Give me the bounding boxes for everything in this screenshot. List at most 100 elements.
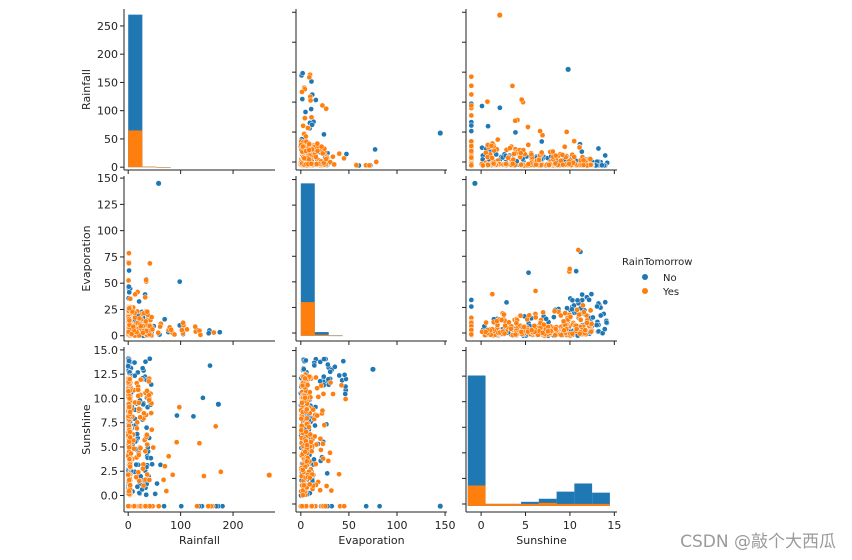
scatter-point-yes (342, 396, 349, 402)
scatter-point-no (569, 306, 575, 313)
scatter-point-no (139, 365, 146, 372)
scatter-point-yes (559, 152, 566, 158)
scatter-point-outlier (155, 180, 162, 187)
scatter-point-no (149, 461, 155, 468)
scatter-point-yes (319, 407, 326, 414)
watermark: CSDN @敲个大西瓜 (680, 532, 836, 552)
x-axis-label: Sunshine (516, 534, 567, 547)
scatter-point-no (299, 96, 306, 102)
scatter-point-no (597, 312, 604, 319)
scatter-point-yes (160, 476, 167, 483)
scatter-point-yes (552, 326, 559, 332)
scatter-point-yes (325, 458, 332, 464)
scatter-point-no (299, 70, 306, 77)
y-tick-label: 7.5 (101, 417, 119, 430)
scatter-point-no (133, 461, 140, 468)
scatter-point-no (190, 413, 197, 420)
y-tick-label: 150 (97, 172, 118, 185)
scatter-point-yes (309, 503, 315, 510)
scatter-point-yes (165, 453, 172, 460)
hist-bar-yes (300, 302, 315, 336)
scatter-point-yes (561, 327, 567, 334)
x-tick-label: 0 (125, 519, 132, 532)
scatter-point-yes (302, 375, 308, 382)
y-axis-label: Rainfall (80, 69, 93, 110)
y-tick-label: 200 (97, 48, 118, 61)
scatter-point-yes (587, 156, 594, 162)
scatter-point-yes (512, 331, 519, 338)
y-tick-label: 250 (97, 20, 118, 33)
scatter-point-yes (142, 318, 149, 325)
scatter-point-yes (130, 323, 137, 330)
scatter-point-yes (127, 482, 134, 489)
scatter-point-no (311, 362, 318, 369)
scatter-point-yes (488, 142, 495, 149)
y-tick-label: 0.0 (101, 490, 119, 503)
scatter-point-yes (517, 150, 524, 156)
scatter-point-yes (538, 149, 545, 156)
scatter-point-yes (137, 445, 144, 451)
scatter-point-no (309, 121, 315, 128)
scatter-point-yes (317, 435, 324, 442)
legend-label-yes: Yes (662, 287, 679, 298)
scatter-point-no (134, 483, 141, 490)
scatter-point-yes (588, 328, 595, 335)
scatter-point-yes (143, 277, 149, 283)
hist-bar-yes (592, 503, 610, 506)
scatter-point-yes (131, 503, 138, 510)
scatter-point-no (485, 123, 491, 130)
scatter-point-yes (307, 97, 314, 104)
scatter-point-no (143, 424, 150, 431)
y-tick-label: 12.5 (94, 368, 119, 381)
y-tick-label: 0 (111, 161, 118, 174)
scatter-point-yes (330, 153, 336, 160)
scatter-point-no (320, 373, 327, 380)
legend: RainTomorrow No Yes (622, 257, 692, 298)
y-tick-label: 5.0 (101, 441, 119, 454)
scatter-point-no (327, 368, 334, 375)
scatter-point-yes (133, 474, 140, 480)
scatter-point-yes (484, 154, 491, 160)
scatter-point-yes (147, 260, 153, 267)
scatter-point-yes (148, 314, 155, 320)
scatter-point-yes (306, 147, 312, 153)
scatter-point-yes (540, 309, 546, 316)
scatter-point-yes (196, 440, 203, 447)
scatter-point-yes (127, 409, 133, 415)
pairplot-grid: 050100150200250Rainfall0255075100125150E… (80, 9, 621, 547)
scatter-point-yes (577, 317, 584, 323)
scatter-point-yes (126, 429, 133, 435)
scatter-point-yes (366, 162, 373, 169)
scatter-point-yes (323, 105, 330, 112)
scatter-point-no (538, 138, 545, 145)
scatter-point-yes (126, 404, 133, 410)
scatter-point-yes (525, 161, 532, 167)
scatter-point-yes (155, 329, 162, 336)
hist-bar-yes (314, 334, 329, 336)
scatter-point-no (321, 131, 327, 138)
scatter-point-yes (142, 294, 149, 301)
scatter-point-yes (201, 473, 207, 479)
scatter-point-yes (126, 444, 133, 451)
scatter-point-yes (468, 331, 475, 338)
scatter-point-yes (301, 115, 308, 121)
scatter-point-yes (322, 503, 329, 510)
legend-marker-yes (642, 288, 648, 294)
scatter-point-yes (489, 155, 495, 161)
scatter-point-yes (299, 400, 305, 406)
scatter-point-no (324, 470, 331, 477)
scatter-point-no (372, 146, 378, 153)
scatter-point-yes (571, 154, 578, 160)
scatter-point-yes (168, 326, 174, 333)
scatter-point-yes (155, 503, 162, 510)
scatter-point-yes (539, 132, 546, 139)
scatter-point-no (497, 104, 503, 111)
scatter-point-yes (303, 458, 310, 465)
scatter-point-no (376, 503, 383, 510)
scatter-point-yes (576, 330, 583, 337)
scatter-point-no (312, 422, 318, 429)
scatter-point-yes (489, 291, 496, 297)
scatter-point-yes (132, 291, 139, 298)
x-tick-label: 150 (435, 519, 456, 532)
scatter-point-no (588, 291, 595, 297)
